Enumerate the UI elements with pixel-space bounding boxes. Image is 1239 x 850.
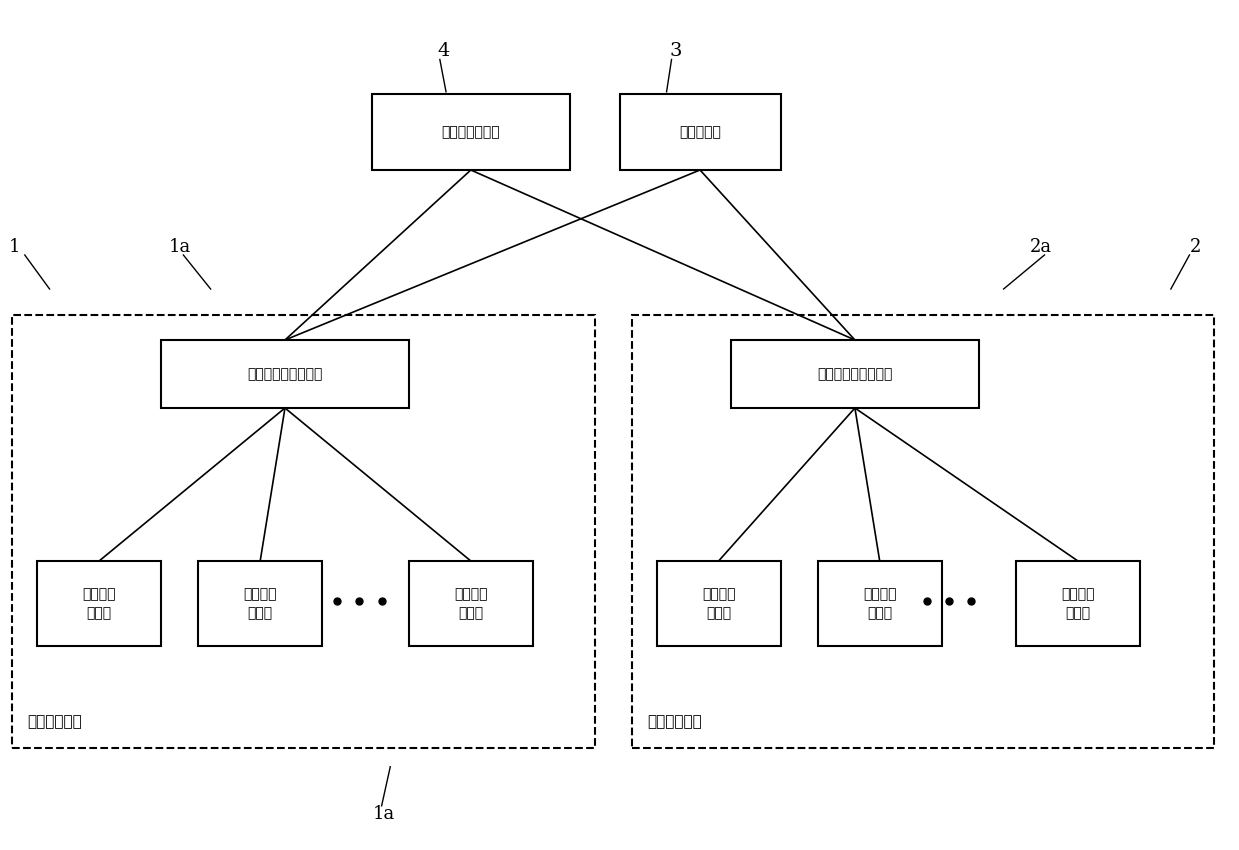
- Text: 第二应用
服务器: 第二应用 服务器: [862, 586, 897, 620]
- Text: 2a: 2a: [1030, 237, 1052, 256]
- Bar: [657, 561, 781, 646]
- Text: 属性管理服务器: 属性管理服务器: [441, 125, 501, 139]
- Bar: [372, 94, 570, 170]
- Bar: [37, 561, 161, 646]
- Bar: [731, 340, 979, 408]
- Text: 第二应用
服务器: 第二应用 服务器: [701, 586, 736, 620]
- Bar: [620, 94, 781, 170]
- Bar: [161, 340, 409, 408]
- Bar: [1016, 561, 1140, 646]
- Text: 1a: 1a: [169, 237, 191, 256]
- Text: 第一访管理域: 第一访管理域: [27, 714, 82, 729]
- Text: 4: 4: [437, 42, 450, 60]
- Bar: [818, 561, 942, 646]
- Text: 第一应用
服务器: 第一应用 服务器: [82, 586, 116, 620]
- Text: 第一应用
服务器: 第一应用 服务器: [453, 586, 488, 620]
- Text: 证书服务器: 证书服务器: [679, 125, 721, 139]
- Text: 1a: 1a: [373, 805, 395, 824]
- Text: 第二访管理域: 第二访管理域: [647, 714, 701, 729]
- Text: 3: 3: [669, 42, 681, 60]
- Text: 第二访问控制服务器: 第二访问控制服务器: [818, 367, 892, 381]
- Bar: [409, 561, 533, 646]
- Text: 第一应用
服务器: 第一应用 服务器: [243, 586, 278, 620]
- Text: 1: 1: [9, 237, 21, 256]
- Bar: [12, 314, 595, 748]
- Text: 2: 2: [1189, 237, 1202, 256]
- Text: 第一访问控制服务器: 第一访问控制服务器: [248, 367, 322, 381]
- Bar: [632, 314, 1214, 748]
- Text: 第二应用
服务器: 第二应用 服务器: [1061, 586, 1095, 620]
- Bar: [198, 561, 322, 646]
